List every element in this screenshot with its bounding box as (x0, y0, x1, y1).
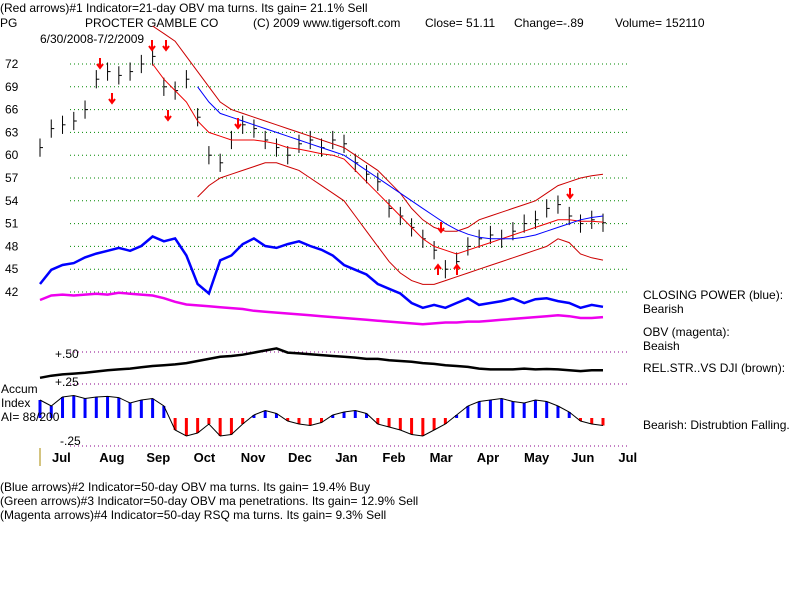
red-moving-average (152, 63, 604, 255)
lower-band (197, 162, 604, 285)
y-tick-label: 48 (5, 239, 19, 253)
y-tick-label: 63 (5, 125, 19, 139)
x-tick-label: Jul (52, 450, 71, 465)
ai-status: Bearish: Distrubtion Falling. (643, 418, 790, 432)
x-tick-label: Jun (571, 450, 594, 465)
obv-value: Beaish (643, 339, 680, 353)
red-arrow-icon (108, 93, 116, 105)
closing-power-value: Bearish (643, 302, 684, 316)
indicator-2-text: (Blue arrows)#2 Indicator=50-day OBV ma … (0, 480, 371, 494)
x-tick-label: Oct (194, 450, 216, 465)
index-label: Index (1, 396, 31, 410)
y-tick-label: 60 (5, 148, 19, 162)
red-arrow-icon (453, 263, 461, 275)
upper-band (152, 25, 604, 232)
change-value: Change=-.89 (514, 16, 584, 30)
x-tick-label: Apr (477, 450, 499, 465)
company-name: PROCTER GAMBLE CO (85, 16, 219, 30)
y-tick-label: 42 (5, 285, 19, 299)
indicator-1-text: (Red arrows)#1 Indicator=21-day OBV ma t… (0, 1, 368, 15)
x-tick-label: Aug (99, 450, 124, 465)
date-range: 6/30/2008-7/2/2009 (40, 32, 145, 46)
ticker: PG (0, 16, 18, 30)
x-tick-label: Jan (335, 450, 357, 465)
copyright: (C) 2009 www.tigersoft.com (253, 16, 401, 30)
x-tick-label: Dec (288, 450, 312, 465)
x-tick-label: Feb (382, 450, 405, 465)
ai-tick-m25: -.25 (60, 434, 81, 448)
x-tick-label: Nov (241, 450, 266, 465)
red-arrow-icon (148, 40, 156, 52)
obv-line (39, 291, 604, 326)
red-arrow-icon (437, 222, 445, 234)
rel-strength-label: REL.STR..VS DJI (brown): (643, 361, 786, 375)
y-tick-label: 51 (5, 217, 19, 231)
x-tick-label: Sep (146, 450, 170, 465)
volume-value: Volume= 152110 (615, 16, 705, 30)
accum-index-line (39, 394, 604, 437)
x-tick-label: May (524, 450, 550, 465)
x-tick-label: Jul (618, 450, 637, 465)
obv-label: OBV (magenta): (643, 325, 730, 339)
y-tick-label: 45 (5, 262, 19, 276)
red-arrow-icon (566, 188, 574, 200)
indicator-3-text: (Green arrows)#3 Indicator=50-day OBV ma… (0, 494, 419, 508)
x-tick-label: Mar (430, 450, 453, 465)
y-tick-label: 66 (5, 103, 19, 117)
y-tick-label: 54 (5, 194, 19, 208)
rel-strength-line (39, 347, 603, 380)
rs-tick-p25: +.25 (55, 375, 79, 389)
closing-power-label: CLOSING POWER (blue): (643, 288, 784, 302)
red-arrow-icon (96, 58, 104, 70)
close-value: Close= 51.11 (425, 16, 496, 30)
closing-power-line (39, 235, 604, 310)
y-tick-label: 69 (5, 80, 19, 94)
red-arrow-icon (164, 110, 172, 122)
red-arrow-icon (234, 118, 242, 130)
indicator-4-text: (Magenta arrows)#4 Indicator=50-day RSQ … (0, 508, 387, 522)
accum-label: Accum (1, 382, 38, 396)
y-tick-label: 72 (5, 57, 19, 71)
rs-tick-p50: +.50 (55, 347, 79, 361)
ai-value: AI= 88/200 (1, 410, 60, 424)
red-arrow-icon (434, 263, 442, 275)
red-arrow-icon (162, 40, 170, 52)
y-tick-label: 57 (5, 171, 19, 185)
blue-moving-average (197, 86, 604, 240)
